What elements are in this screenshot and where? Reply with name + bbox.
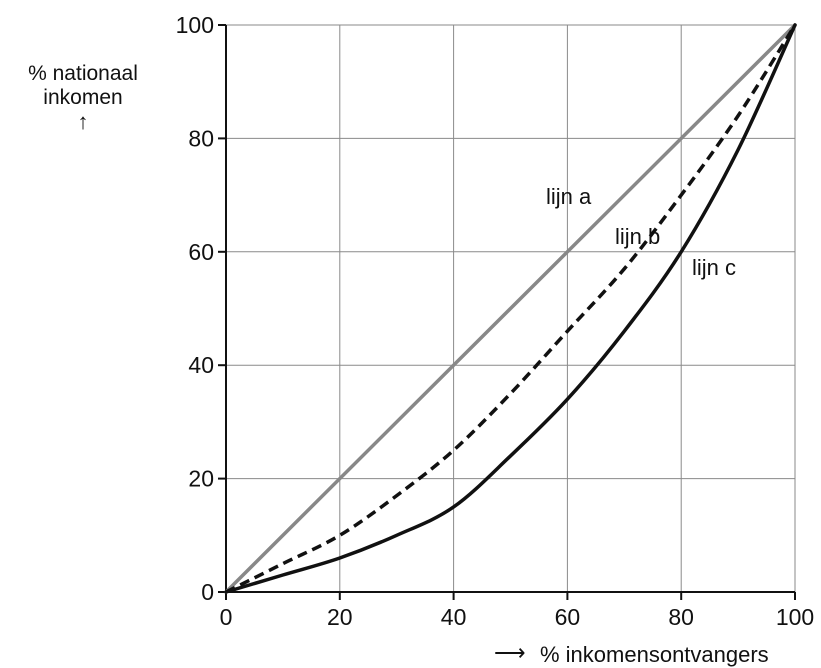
series-lines — [224, 23, 797, 594]
x-tick-label: 0 — [220, 604, 233, 630]
y-axis-label-line2: inkomen — [43, 86, 123, 109]
x-axis-label: % inkomensontvangers — [540, 642, 769, 667]
x-tick-label: 100 — [776, 604, 814, 630]
y-axis-label-line1: % nationaal — [28, 62, 138, 85]
x-tick-label: 60 — [555, 604, 581, 630]
x-axis-arrow: ⟶ — [494, 640, 526, 665]
x-tick-label: 20 — [327, 604, 353, 630]
y-axis-arrow: ↑ — [77, 109, 89, 134]
y-axis-label: % nationaal inkomen ↑ — [8, 62, 158, 134]
y-tick-label: 20 — [188, 466, 214, 492]
grid-lines — [225, 24, 796, 593]
x-tick-label: 80 — [668, 604, 694, 630]
y-tick-label: 40 — [188, 352, 214, 378]
y-tick-labels: 0 20 40 60 80 100 — [176, 12, 226, 605]
x-tick-label: 40 — [441, 604, 467, 630]
series-label: lijn b — [615, 224, 660, 249]
x-tick-labels: 0 20 40 60 80 100 — [220, 592, 814, 630]
x-axis-label-group: ⟶ % inkomensontvangers — [494, 640, 769, 667]
y-tick-label: 80 — [188, 125, 214, 151]
series-label: lijn a — [546, 184, 592, 209]
series-labels: lijn a lijn b lijn c — [546, 184, 736, 280]
y-tick-label: 100 — [176, 12, 214, 38]
y-tick-label: 60 — [188, 239, 214, 265]
y-tick-label: 0 — [201, 579, 214, 605]
series-line-b — [225, 24, 797, 594]
series-label: lijn c — [692, 255, 736, 280]
series-line-a — [224, 23, 797, 594]
series-line-c — [224, 23, 797, 594]
